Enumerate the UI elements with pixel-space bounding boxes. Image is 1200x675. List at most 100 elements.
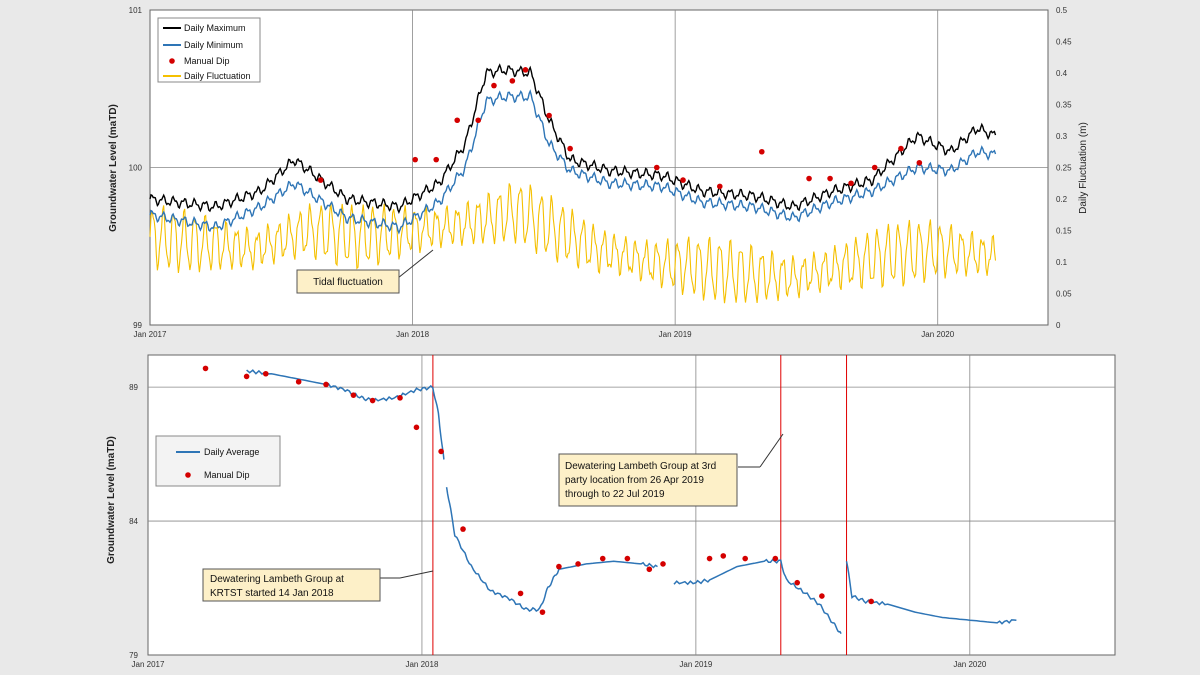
- bottom-y-tick-2: 89: [129, 383, 138, 392]
- top-dip-point-4: [475, 117, 482, 124]
- legend-label-dip: Manual Dip: [184, 56, 230, 66]
- daily-average-segment-0: [246, 369, 445, 460]
- bottom-dip-point-11: [517, 590, 524, 597]
- top-dip-point-3: [454, 117, 461, 124]
- bottom-dip-point-3: [295, 378, 302, 385]
- bottom-gridlines: [148, 355, 1115, 655]
- legend-label-min: Daily Minimum: [184, 40, 243, 50]
- top-y2-tick-3: 0.15: [1056, 227, 1072, 236]
- bottom-dip-point-16: [624, 555, 631, 562]
- daily-average-segment-1: [445, 487, 658, 612]
- third-party-callout: Dewatering Lambeth Group at 3rd party lo…: [558, 433, 784, 507]
- bottom-dip-point-8: [413, 424, 420, 431]
- bottom-dip-point-5: [350, 392, 357, 398]
- series-daily-maximum: [149, 63, 997, 215]
- top-y2-tick-1: 0.05: [1056, 290, 1072, 299]
- top-y-tick-1: 100: [129, 164, 143, 173]
- top-dip-point-16: [848, 180, 854, 187]
- third-party-callout-text: Dewatering Lambeth Group at 3rd party lo…: [565, 461, 719, 500]
- top-dip-point-15: [827, 175, 833, 182]
- bottom-x-tick-0: Jan 2017: [132, 660, 165, 669]
- top-dip-point-10: [653, 164, 660, 171]
- bottom-x-tick-2: Jan 2019: [679, 660, 712, 669]
- bottom-series: [202, 365, 1017, 634]
- top-dip-point-6: [509, 78, 516, 84]
- top-y2-tick-2: 0.1: [1056, 258, 1068, 267]
- bottom-dip-point-13: [556, 563, 562, 570]
- bottom-dip-point-9: [438, 448, 444, 455]
- bottom-y-tick-labels: 79 84 89: [129, 383, 138, 660]
- top-dip-point-5: [491, 82, 497, 89]
- tidal-callout-text: Tidal fluctuation: [313, 277, 383, 288]
- legend-label-fluct: Daily Fluctuation: [184, 71, 251, 81]
- top-legend: Daily Maximum Daily Minimum Manual Dip D…: [157, 17, 261, 83]
- bottom-y-tick-1: 84: [129, 517, 138, 526]
- daily-average-segment-2: [673, 558, 842, 634]
- bottom-dip-point-17: [646, 566, 653, 573]
- top-y2-tick-labels: 0 0.05 0.1 0.15 0.2 0.25 0.3 0.35 0.4 0.45 0.5: [1056, 6, 1072, 330]
- top-dip-point-12: [716, 183, 723, 190]
- series-daily-minimum: [149, 89, 997, 235]
- legend-label-avg: Daily Average: [204, 447, 259, 457]
- bottom-dip-point-4: [323, 381, 329, 388]
- bottom-dip-point-14: [575, 561, 581, 567]
- bottom-x-tick-1: Jan 2018: [405, 660, 438, 669]
- daily-average-segment-3: [845, 561, 1017, 625]
- bottom-dip-point-7: [397, 395, 403, 401]
- top-y-axis-label: Groundwater Level (maTD): [108, 104, 119, 232]
- bottom-dip-point-21: [742, 555, 748, 562]
- top-y2-tick-8: 0.4: [1056, 69, 1068, 78]
- top-y-tick-labels: 99 100 101: [129, 6, 143, 330]
- bottom-dip-point-12: [539, 609, 546, 615]
- top-y2-tick-0: 0: [1056, 321, 1061, 330]
- bottom-dip-point-0: [202, 365, 209, 372]
- legend-swatch-dip: [169, 58, 175, 64]
- top-x-tick-3: Jan 2020: [921, 330, 954, 339]
- bottom-y-tick-0: 79: [129, 651, 138, 660]
- top-y2-tick-10: 0.5: [1056, 6, 1068, 15]
- krtst-callout-text: Dewatering Lambeth Group at KRTST starte…: [210, 574, 347, 599]
- bottom-dip-point-1: [243, 373, 250, 380]
- top-dip-point-18: [898, 145, 904, 152]
- top-dip-point-0: [317, 177, 324, 183]
- top-dip-point-1: [412, 156, 418, 163]
- top-x-tick-0: Jan 2017: [134, 330, 167, 339]
- top-dip-point-14: [806, 175, 812, 182]
- bottom-dip-point-20: [720, 553, 727, 559]
- top-x-tick-2: Jan 2019: [659, 330, 692, 339]
- bottom-x-tick-labels: Jan 2017 Jan 2018 Jan 2019 Jan 2020: [132, 660, 987, 669]
- legend-label-dip-bottom: Manual Dip: [204, 470, 250, 480]
- bottom-dip-point-25: [868, 598, 874, 605]
- bottom-legend: Daily Average Manual Dip: [155, 435, 281, 487]
- bottom-y-axis-label: Groundwater Level (maTD): [106, 436, 117, 564]
- bottom-dip-point-6: [369, 397, 376, 404]
- top-series: [149, 63, 997, 304]
- bottom-dip-point-2: [262, 370, 269, 377]
- top-y2-tick-9: 0.45: [1056, 38, 1072, 47]
- bottom-dip-point-18: [660, 561, 666, 567]
- bottom-x-tick-3: Jan 2020: [953, 660, 986, 669]
- top-y2-tick-5: 0.25: [1056, 164, 1072, 173]
- bottom-dip-point-23: [794, 579, 801, 586]
- series-daily-fluctuation: [149, 183, 997, 304]
- top-y-tick-2: 101: [129, 6, 143, 15]
- top-y-tick-0: 99: [133, 321, 142, 330]
- top-dip-point-2: [433, 156, 440, 163]
- top-dip-point-19: [916, 159, 923, 166]
- top-dip-point-13: [758, 148, 765, 155]
- top-dip-point-17: [871, 164, 878, 171]
- bottom-dip-point-15: [599, 555, 606, 562]
- tidal-leader-line: [397, 249, 434, 279]
- top-dip-point-7: [522, 67, 529, 73]
- top-x-tick-1: Jan 2018: [396, 330, 429, 339]
- bottom-event-lines: [432, 355, 848, 655]
- top-chart: 99 100 101 0 0.05 0.1 0.15 0.2 0.25 0.3 0.35 0.4 0.…: [108, 6, 1089, 339]
- top-y2-axis-label: Daily Fluctuation (m): [1078, 122, 1089, 214]
- bottom-dip-point-19: [706, 555, 713, 562]
- bottom-dip-point-10: [460, 526, 466, 532]
- top-y2-tick-4: 0.2: [1056, 195, 1068, 204]
- top-dip-point-9: [567, 145, 573, 152]
- legend-swatch-dip-bottom: [185, 472, 191, 478]
